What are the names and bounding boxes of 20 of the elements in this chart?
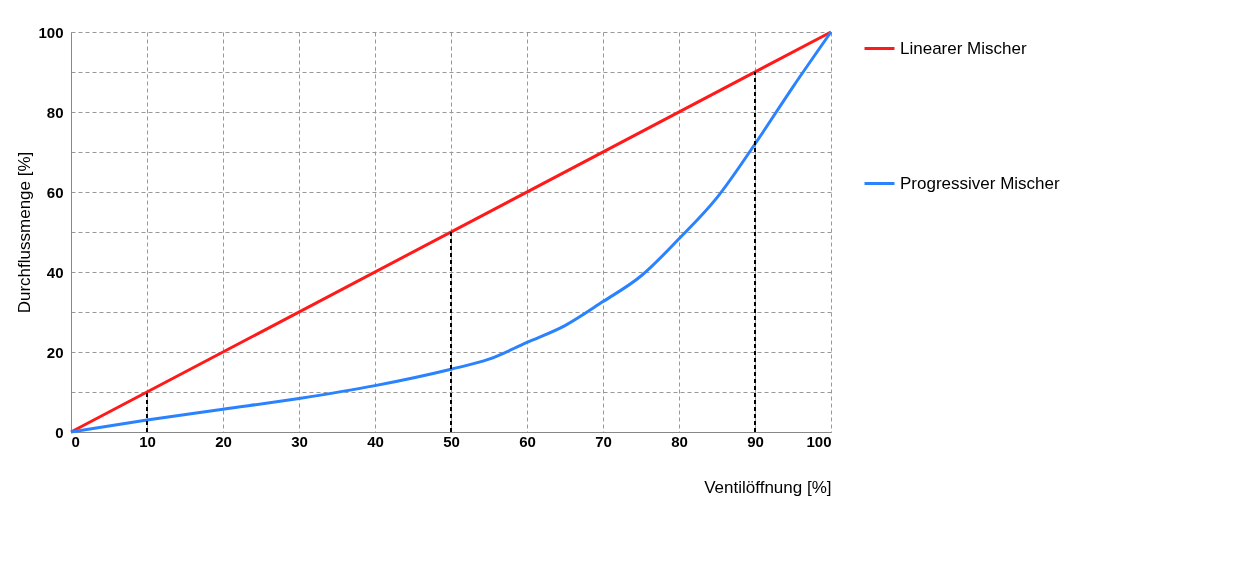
x-tick-label: 70: [595, 432, 612, 450]
y-tick-label: 60: [46, 183, 64, 201]
x-tick-label: 30: [291, 432, 308, 450]
x-tick-label: 20: [215, 432, 232, 450]
y-tick-label: 40: [46, 263, 64, 281]
y-tick-label: 20: [46, 343, 64, 361]
x-tick-label: 0: [71, 432, 80, 450]
x-tick-label: 40: [367, 432, 384, 450]
x-tick-label: 50: [443, 432, 460, 450]
legend-label: Progressiver Mischer: [900, 173, 1060, 193]
x-tick-label: 10: [139, 432, 156, 450]
y-tick-label: 100: [38, 23, 64, 41]
x-tick-label: 80: [671, 432, 688, 450]
y-tick-label: 80: [46, 103, 64, 121]
legend-label: Linearer Mischer: [900, 38, 1027, 58]
x-axis-title: Ventilöffnung [%]: [704, 477, 832, 497]
x-tick-label: 100: [806, 432, 832, 450]
x-tick-label: 90: [747, 432, 764, 450]
y-axis-title: Durchflussmenge [%]: [15, 151, 35, 314]
x-tick-label: 60: [519, 432, 536, 450]
